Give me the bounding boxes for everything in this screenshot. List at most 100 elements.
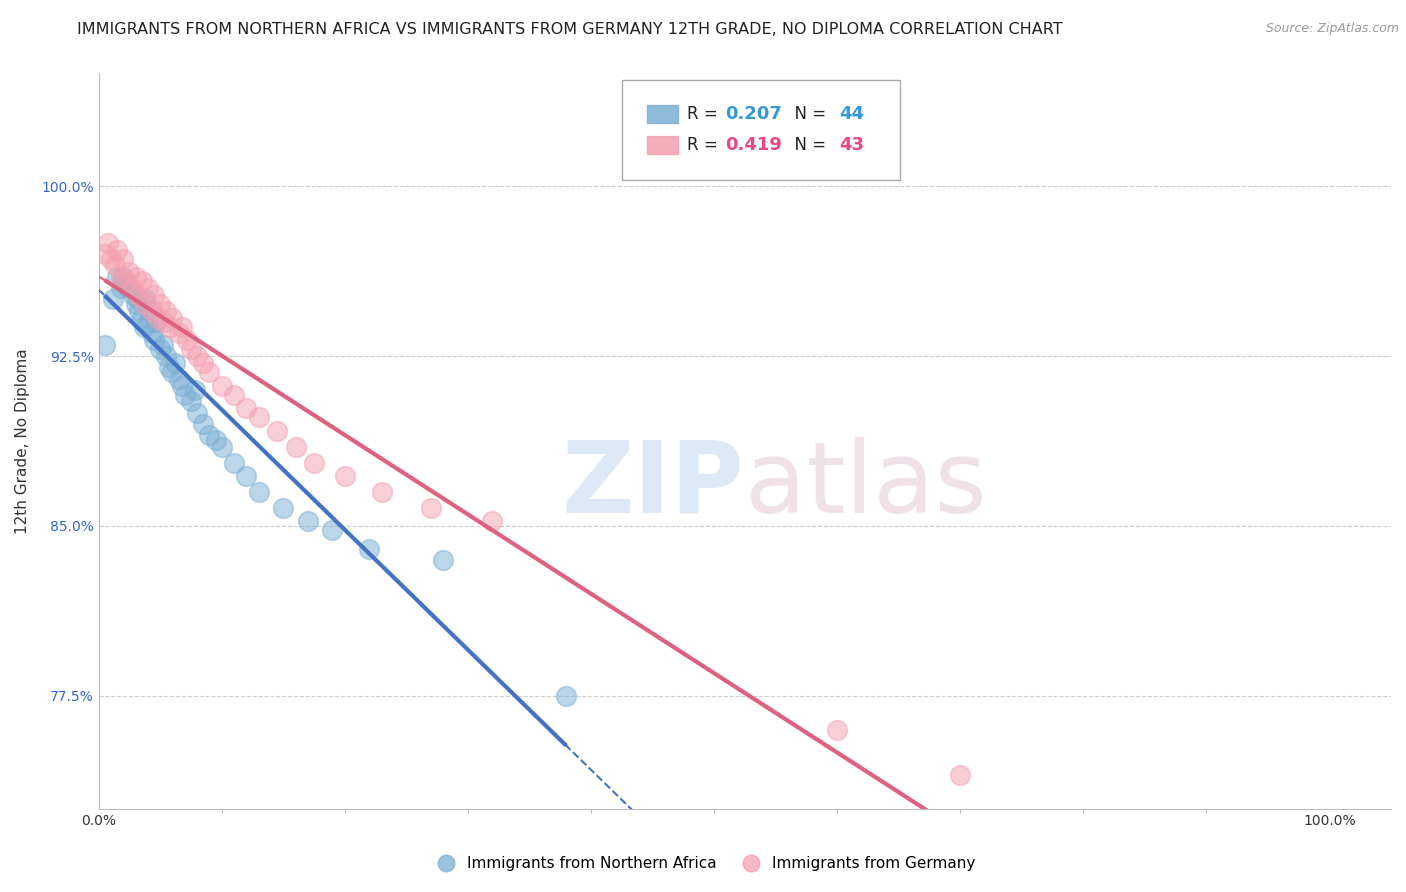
Point <box>235 401 257 416</box>
Point <box>183 383 205 397</box>
Point <box>94 338 117 352</box>
Point <box>949 768 972 782</box>
Point <box>104 259 127 273</box>
Point <box>321 524 343 538</box>
Point <box>211 440 233 454</box>
Point <box>284 440 307 454</box>
Point <box>134 293 156 307</box>
Point <box>167 372 190 386</box>
Point <box>94 247 117 261</box>
Point <box>359 541 381 556</box>
Text: 0.419: 0.419 <box>725 136 782 154</box>
Point <box>100 252 122 266</box>
Point <box>112 252 135 266</box>
Point <box>105 243 128 257</box>
Point <box>128 303 150 318</box>
Text: N =: N = <box>783 136 831 154</box>
Point <box>124 269 146 284</box>
Point <box>173 387 195 401</box>
Point <box>97 235 120 250</box>
Point <box>155 349 177 363</box>
Point <box>266 424 288 438</box>
Point <box>149 297 172 311</box>
Point <box>247 410 270 425</box>
Point <box>297 515 319 529</box>
FancyBboxPatch shape <box>647 105 678 123</box>
Point <box>118 265 141 279</box>
Point <box>172 319 194 334</box>
Point <box>105 269 128 284</box>
Point <box>134 297 156 311</box>
Y-axis label: 12th Grade, No Diploma: 12th Grade, No Diploma <box>15 348 30 533</box>
Legend: Immigrants from Northern Africa, Immigrants from Germany: Immigrants from Northern Africa, Immigra… <box>425 850 981 877</box>
FancyBboxPatch shape <box>621 80 900 179</box>
Point <box>118 281 141 295</box>
Text: 0.207: 0.207 <box>725 105 782 123</box>
Text: R =: R = <box>686 105 723 123</box>
Point <box>152 338 174 352</box>
Point <box>146 310 169 325</box>
Point <box>162 310 184 325</box>
Point <box>370 485 392 500</box>
Point <box>159 319 181 334</box>
Point <box>110 281 132 295</box>
Point <box>143 288 166 302</box>
Point <box>176 333 198 347</box>
Point <box>825 723 848 737</box>
Point <box>222 387 245 401</box>
Point <box>204 433 226 447</box>
Text: ZIP: ZIP <box>562 437 745 533</box>
Point <box>186 406 208 420</box>
Point <box>222 456 245 470</box>
Point <box>110 269 132 284</box>
Point <box>193 417 215 431</box>
Text: R =: R = <box>686 136 723 154</box>
Point <box>198 365 221 379</box>
Point <box>555 689 578 703</box>
Point <box>432 553 454 567</box>
Text: atlas: atlas <box>745 437 987 533</box>
Point <box>153 315 176 329</box>
Point <box>136 281 159 295</box>
Point <box>302 456 325 470</box>
Point <box>157 360 180 375</box>
Point <box>121 281 143 295</box>
Point <box>419 500 441 515</box>
Point <box>143 333 166 347</box>
Point <box>136 315 159 329</box>
Point <box>134 319 156 334</box>
Point <box>112 269 135 284</box>
Point <box>333 469 356 483</box>
Point <box>481 515 503 529</box>
Point <box>114 277 136 291</box>
Point <box>122 288 145 302</box>
Point <box>114 274 136 288</box>
Point <box>167 326 190 341</box>
Text: IMMIGRANTS FROM NORTHERN AFRICA VS IMMIGRANTS FROM GERMANY 12TH GRADE, NO DIPLOM: IMMIGRANTS FROM NORTHERN AFRICA VS IMMIG… <box>77 22 1063 37</box>
Point <box>127 293 149 307</box>
Text: 44: 44 <box>839 105 865 123</box>
Text: N =: N = <box>783 105 831 123</box>
Text: 43: 43 <box>839 136 865 154</box>
Point <box>180 394 202 409</box>
Point <box>149 343 172 357</box>
Point <box>198 428 221 442</box>
Point <box>172 378 194 392</box>
Point <box>124 297 146 311</box>
Point <box>103 293 125 307</box>
Point <box>271 500 294 515</box>
Point <box>193 356 215 370</box>
Point <box>131 310 153 325</box>
Point <box>211 378 233 392</box>
Text: Source: ZipAtlas.com: Source: ZipAtlas.com <box>1265 22 1399 36</box>
Point <box>141 326 163 341</box>
FancyBboxPatch shape <box>647 136 678 154</box>
Point <box>186 349 208 363</box>
Point <box>162 365 184 379</box>
Point <box>247 485 270 500</box>
Point <box>145 315 167 329</box>
Point <box>127 288 149 302</box>
Point <box>155 303 177 318</box>
Point <box>163 356 186 370</box>
Point <box>235 469 257 483</box>
